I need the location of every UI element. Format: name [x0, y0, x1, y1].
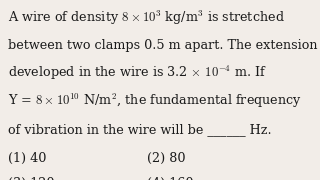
Text: A wire of density $8 \times 10^3$ kg/m$^3$ is stretched: A wire of density $8 \times 10^3$ kg/m$^… — [8, 8, 285, 27]
Text: (1) 40: (1) 40 — [8, 152, 46, 165]
Text: (4) 160: (4) 160 — [147, 177, 194, 180]
Text: developed in the wire is 3.2 $\times$ $10^{-4}$ m. If: developed in the wire is 3.2 $\times$ $1… — [8, 64, 267, 82]
Text: of vibration in the wire will be ______ Hz.: of vibration in the wire will be ______ … — [8, 123, 272, 136]
Text: between two clamps 0.5 m apart. The extension: between two clamps 0.5 m apart. The exte… — [8, 39, 317, 53]
Text: (2) 80: (2) 80 — [147, 152, 186, 165]
Text: Y = $8 \times 10^{10}$ N/m$^2$, the fundamental frequency: Y = $8 \times 10^{10}$ N/m$^2$, the fund… — [8, 92, 302, 110]
Text: (3) 120: (3) 120 — [8, 177, 54, 180]
